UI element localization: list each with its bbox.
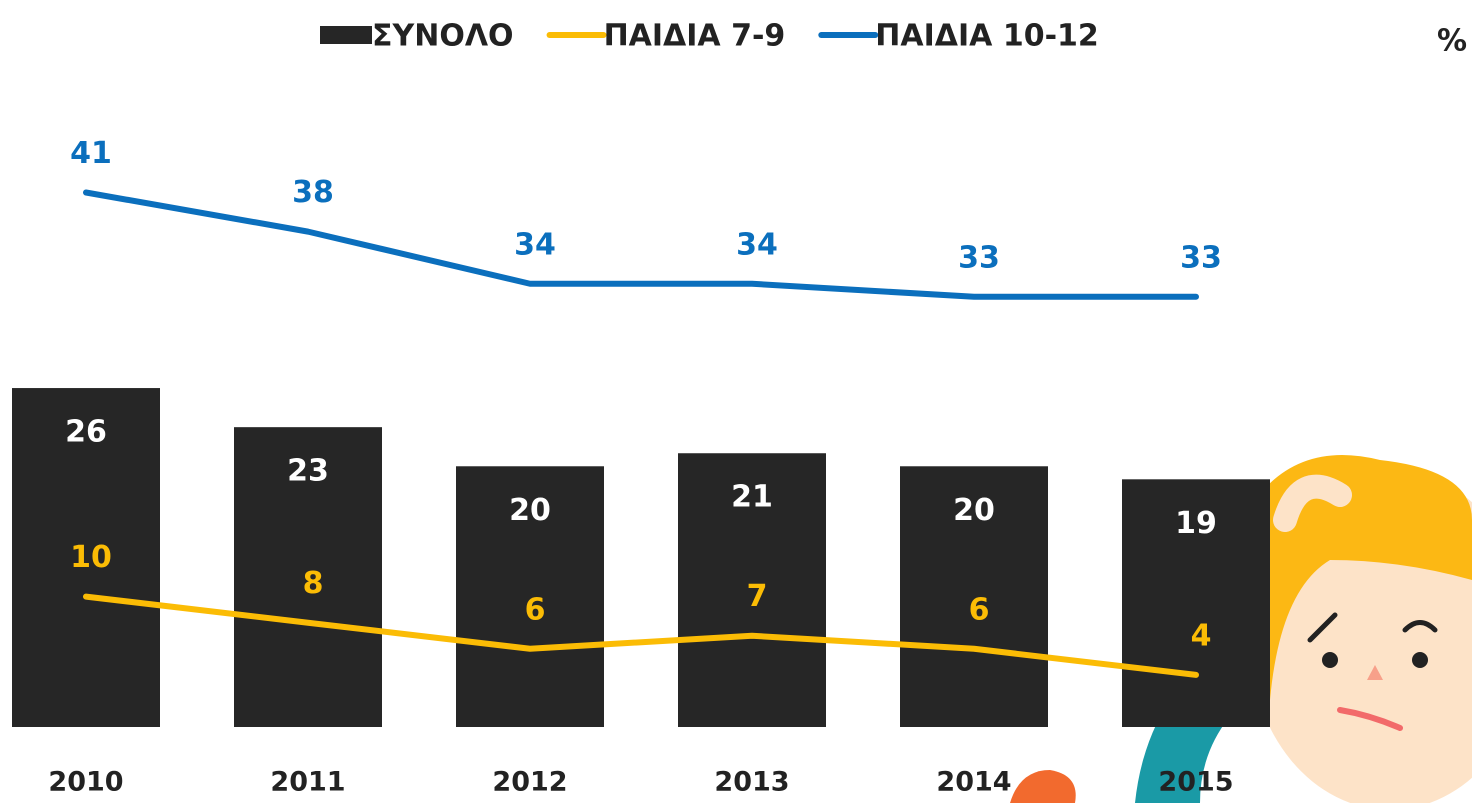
x-tick-label: 2013 xyxy=(714,767,789,798)
line-value-label: 34 xyxy=(736,227,778,262)
x-tick-label: 2011 xyxy=(270,767,345,798)
line xyxy=(83,189,1199,300)
nose xyxy=(1367,665,1383,680)
bar-value-label: 20 xyxy=(953,493,995,528)
line xyxy=(83,593,1199,678)
bar-value-label: 19 xyxy=(1175,506,1217,541)
legend-swatch xyxy=(320,26,372,44)
bar xyxy=(456,466,604,727)
line-value-label: 10 xyxy=(70,540,112,575)
decoration xyxy=(1010,455,1472,803)
legend-label: ΣΥΝΟΛΟ xyxy=(372,19,514,54)
x-tick-label: 2015 xyxy=(1158,767,1233,798)
bar-value-label: 26 xyxy=(65,415,107,450)
bar-value-label: 21 xyxy=(731,480,773,515)
brow xyxy=(1402,620,1438,633)
line-value-label: 8 xyxy=(303,566,324,601)
x-tick-label: 2014 xyxy=(936,767,1011,798)
bar-value-label: 20 xyxy=(509,493,551,528)
legend-label: ΠΑΙΔΙΑ 7-9 xyxy=(604,19,786,54)
eye xyxy=(1412,652,1428,668)
brow xyxy=(1307,612,1338,643)
line-value-label: 34 xyxy=(514,227,556,262)
line-value-label: 38 xyxy=(292,175,334,210)
line-value-label: 41 xyxy=(70,136,112,171)
bar xyxy=(678,453,826,727)
line-value-label: 33 xyxy=(958,240,1000,275)
line-value-label: 7 xyxy=(747,579,768,614)
hair xyxy=(1252,455,1472,700)
bar xyxy=(234,427,382,727)
legend-label: ΠΑΙΔΙΑ 10-12 xyxy=(875,19,1098,54)
bar xyxy=(900,466,1048,727)
bar xyxy=(12,388,160,727)
unit-label: % xyxy=(1437,24,1467,59)
line-value-label: 4 xyxy=(1191,618,1212,653)
line-value-label: 33 xyxy=(1180,240,1222,275)
x-tick-label: 2012 xyxy=(492,767,567,798)
mouth xyxy=(1337,707,1403,731)
decor-shape xyxy=(1010,770,1076,803)
x-tick-label: 2010 xyxy=(48,767,123,798)
line-value-label: 6 xyxy=(525,592,546,627)
eye xyxy=(1322,652,1338,668)
hand xyxy=(1273,474,1352,532)
line-value-label: 6 xyxy=(969,592,990,627)
bar-value-label: 23 xyxy=(287,454,329,489)
bar xyxy=(1122,479,1270,727)
